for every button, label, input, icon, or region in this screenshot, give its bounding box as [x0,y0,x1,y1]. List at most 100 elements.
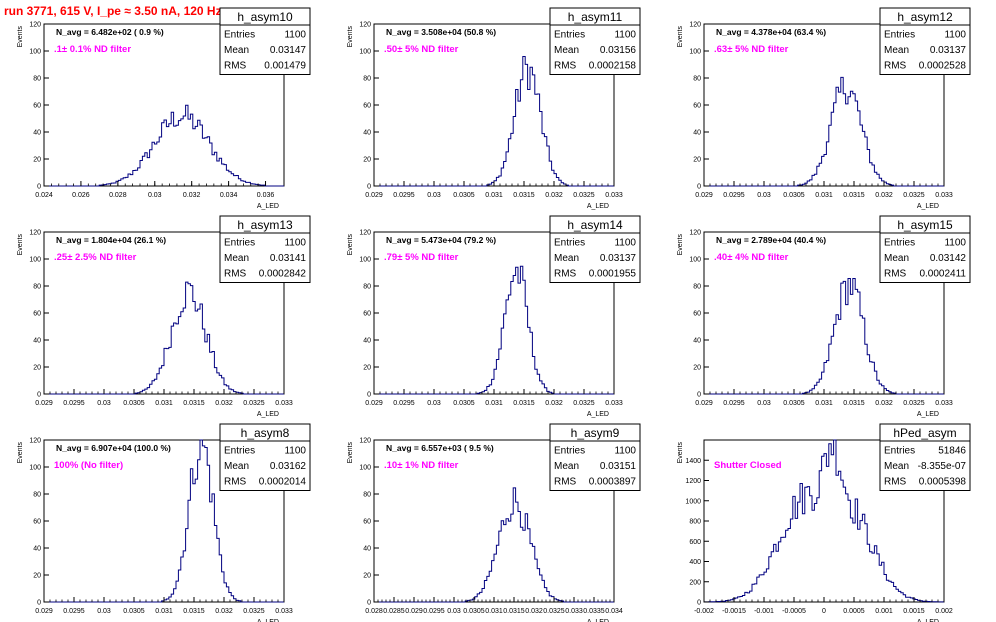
x-tick-label: 0.031 [485,608,503,615]
filter-annotation: .1± 0.1% ND filter [54,44,131,55]
x-tick-label: 0.031 [485,400,503,407]
x-tick-label: 0.031 [815,192,833,199]
x-tick-label: 0.033 [275,608,293,615]
x-tick-label: 0.032 [875,192,893,199]
stats-value-mean: 0.03156 [600,45,637,56]
x-tick-label: 0.03 [97,400,111,407]
y-axis-label: Events [677,234,684,256]
stats-label-mean: Mean [884,253,909,264]
stats-label-mean: Mean [554,45,579,56]
stats-value-rms: 0.0002528 [919,61,967,72]
histogram-panel-hPed_asym: -0.002 -0.0015 -0.001 -0.0005 0 0.0005 0.001 0.… [677,423,971,622]
x-tick-label: 0.0295 [723,400,745,407]
x-tick-label: 0.0295 [393,400,415,407]
x-tick-label: 0.0305 [783,400,805,407]
x-tick-label: 0.0295 [63,400,85,407]
y-axis-label: Events [17,26,24,48]
stats-label-entries: Entries [224,30,255,41]
y-tick-label: 120 [689,230,701,237]
y-tick-label: 0 [697,600,701,607]
y-tick-label: 60 [693,311,701,318]
stats-value-mean: 0.03137 [600,253,637,264]
histogram-panel-h_asym10: 0.024 0.026 0.028 0.03 0.032 0.034 0.036 0 20 40 6… [17,7,311,210]
x-axis-label: A_LED [917,411,939,418]
histogram-title: h_asym14 [567,218,623,232]
x-tick-label: 0.0325 [903,400,925,407]
stats-label-entries: Entries [224,238,255,249]
x-tick-label: 0.033 [935,192,953,199]
y-tick-label: 80 [363,76,371,83]
y-tick-label: 80 [363,492,371,499]
stats-value-mean: 0.03162 [270,461,307,472]
x-tick-label: 0.0305 [463,608,485,615]
filter-annotation: .50± 5% ND filter [384,44,459,55]
histogram-bins [703,439,945,603]
y-tick-label: 80 [33,492,41,499]
x-tick-label: 0.0315 [843,400,865,407]
filter-annotation: Shutter Closed [714,460,782,471]
panels-grid: 0.024 0.026 0.028 0.03 0.032 0.034 0.03 60 20 40 6… [17,7,971,622]
navg-label: N_avg = 6.907e+04 (100.0 %) [56,443,171,453]
stats-label-entries: Entries [554,446,585,457]
stats-value-entries: 1100 [284,446,306,457]
histogram-panel-h_asym13: 0.029 0.0295 0.03 0.0305 0.031 0.0315 0.032 0.0… [17,215,311,418]
x-tick-label: 0.0335 [583,608,605,615]
x-tick-label: 0.031 [155,400,173,407]
histogram-title: h_asym15 [897,218,953,232]
x-tick-label: 0.026 [72,192,90,199]
x-tick-label: 0.031 [485,192,503,199]
x-tick-label: 0.0295 [393,192,415,199]
y-tick-label: 60 [363,311,371,318]
y-axis-label: Events [17,442,24,464]
stats-value-mean: 0.03137 [930,45,967,56]
x-tick-label: 0.03 [447,608,461,615]
x-tick-label: 0.024 [35,192,53,199]
filter-annotation: .10± 1% ND filter [384,460,459,471]
run-title: run 3771, 615 V, I_pe ≈ 3.50 nA, 120 Hz [4,4,222,18]
stats-value-rms: 0.001479 [264,61,306,72]
navg-label: N_avg = 6.482e+02 ( 0.9 %) [56,27,164,37]
filter-annotation: .25± 2.5% ND filter [54,252,137,263]
x-tick-label: 0.03 [427,192,441,199]
stats-value-mean: 0.03151 [600,461,637,472]
x-axis-label: A_LED [587,619,609,622]
x-axis-label: A_LED [257,411,279,418]
x-axis-label: A_LED [587,203,609,210]
y-tick-label: 120 [359,230,371,237]
y-tick-label: 60 [33,311,41,318]
stats-label-rms: RMS [884,61,907,72]
stats-box [879,215,971,283]
x-tick-label: 0.031 [815,400,833,407]
x-axis-label: A_LED [917,619,939,622]
stats-label-rms: RMS [554,477,577,488]
y-tick-label: 20 [693,365,701,372]
y-tick-label: 40 [693,130,701,137]
y-tick-label: 100 [689,257,701,264]
histogram-panel-h_asym12: 0.029 0.0295 0.03 0.0305 0.031 0.0315 0.032 0.0… [677,7,971,210]
y-tick-label: 0 [367,392,371,399]
y-tick-label: 800 [689,519,701,526]
y-tick-label: 120 [29,22,41,29]
stats-label-rms: RMS [224,61,247,72]
x-tick-label: 0.034 [220,192,238,199]
y-axis-label: Events [347,442,354,464]
filter-annotation: .79± 5% ND filter [384,252,459,263]
x-tick-label: 0.0305 [123,400,145,407]
x-tick-label: 0.0315 [513,192,535,199]
filter-annotation: .40± 4% ND filter [714,252,789,263]
y-tick-label: 0 [367,600,371,607]
x-tick-label: 0.0315 [183,400,205,407]
y-tick-label: 0 [37,184,41,191]
stats-value-entries: 1100 [284,30,306,41]
y-tick-label: 0 [697,392,701,399]
x-tick-label: 0.0315 [503,608,525,615]
x-tick-label: 0.0325 [543,608,565,615]
x-tick-label: 0.033 [605,192,623,199]
stats-label-rms: RMS [554,61,577,72]
x-tick-label: 0.028 [365,608,383,615]
x-tick-label: 0.03 [148,192,162,199]
histogram-title: h_asym8 [241,426,290,440]
stats-label-entries: Entries [884,238,915,249]
x-tick-label: -0.0005 [782,608,806,615]
x-axis-label: A_LED [917,203,939,210]
